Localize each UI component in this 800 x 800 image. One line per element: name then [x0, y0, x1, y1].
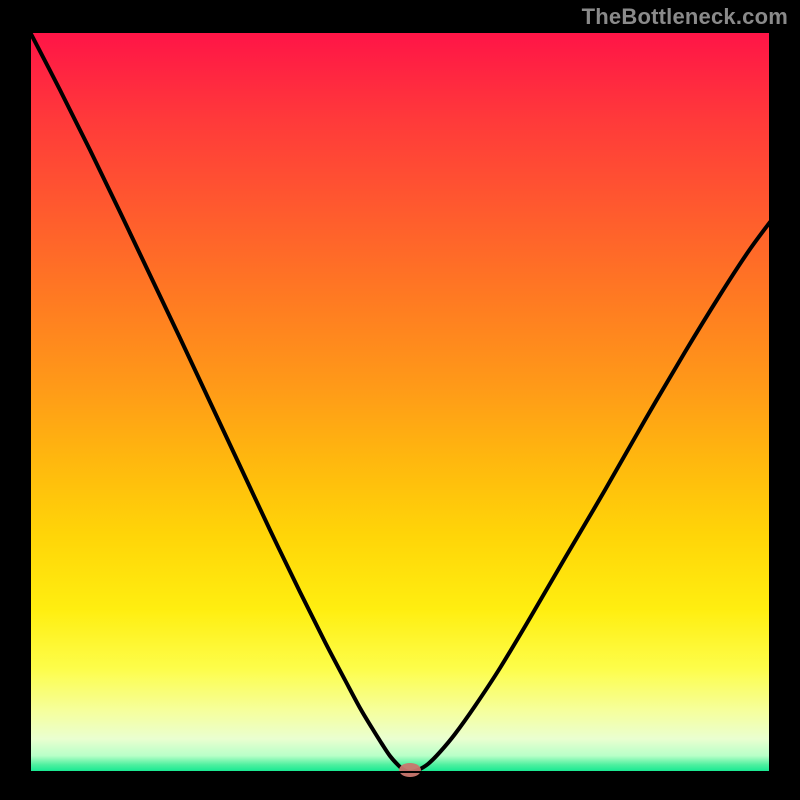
bottleneck-chart: [0, 0, 800, 800]
plot-area: [30, 32, 770, 772]
chart-container: TheBottleneck.com: [0, 0, 800, 800]
optimal-point-marker: [399, 763, 421, 777]
watermark-text: TheBottleneck.com: [582, 4, 788, 30]
